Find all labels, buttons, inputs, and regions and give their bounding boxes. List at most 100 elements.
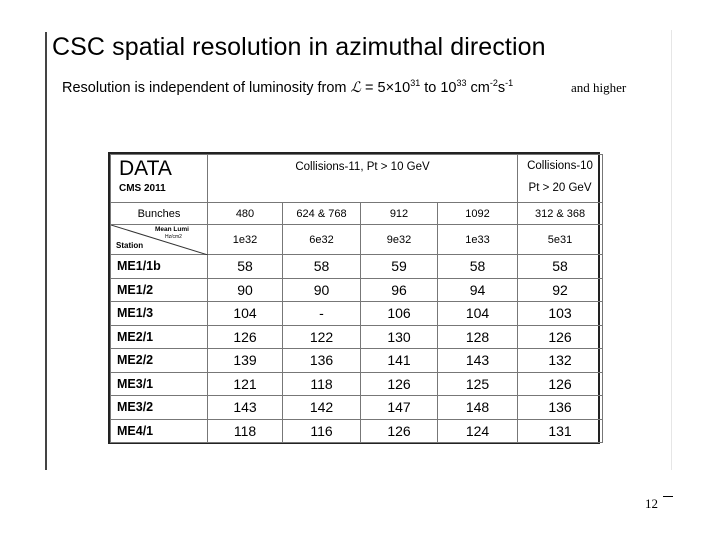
resolution-cell: 131 [517,418,604,443]
mean-lumi-cell: 6e32 [282,224,361,255]
subtitle-to: to 10 [420,80,457,96]
collisions-10-label: Collisions-10 [527,160,593,172]
data-label: DATA [119,157,172,180]
resolution-cell: 136 [282,348,361,373]
resolution-cell: 147 [360,395,438,420]
mean-lumi-cell: 5e31 [517,224,604,255]
table-row: ME2/2 139 136 141 143 132 [110,348,604,373]
resolution-cell: 96 [360,277,438,302]
resolution-cell: 143 [436,348,519,373]
resolution-cell: 90 [282,277,361,302]
table-row: ME1/1b 58 58 59 58 58 [110,254,604,279]
station-name: ME1/1b [110,254,208,279]
table-row: ME4/1 118 116 126 124 131 [110,418,604,443]
station-name: ME2/1 [110,324,208,349]
slide-left-border [45,32,47,470]
resolution-cell: 148 [436,395,519,420]
resolution-cell: 92 [517,277,604,302]
mean-lumi-cell: 1e32 [207,224,283,255]
resolution-cell: 124 [436,418,519,443]
exponent-2: 33 [456,78,467,88]
collisions-10-pt: Pt > 20 GeV [528,182,592,194]
luminosity-symbol: ℒ [350,80,361,96]
resolution-cell: 118 [207,418,283,443]
data-header-cell: DATA CMS 2011 [110,154,208,203]
station-name: ME2/2 [110,348,208,373]
bunches-label: Bunches [110,202,208,225]
resolution-cell: 103 [517,301,604,326]
resolution-cell: 106 [360,301,438,326]
subtitle-units: cm [466,80,490,96]
resolution-cell: 58 [282,254,361,279]
resolution-cell: 126 [360,371,438,396]
resolution-cell: 59 [360,254,438,279]
station-name: ME3/2 [110,395,208,420]
station-lumi-corner-cell: Mean Lumi Hz/cm2 Station [110,224,208,255]
resolution-cell: 126 [207,324,283,349]
table-row: ME3/2 143 142 147 148 136 [110,395,604,420]
resolution-cell: 143 [207,395,283,420]
mean-lumi-cell: 9e32 [360,224,438,255]
mean-lumi-unit: Hz/cm2 [165,234,182,240]
resolution-cell: 126 [360,418,438,443]
resolution-cell: 122 [282,324,361,349]
bunches-row: Bunches 480 624 & 768 912 1092 312 & 368 [110,202,604,225]
resolution-cell: 118 [282,371,361,396]
station-name: ME4/1 [110,418,208,443]
resolution-cell: 126 [517,324,604,349]
resolution-table-image: DATA CMS 2011 Collisions-11, Pt > 10 GeV… [108,152,604,444]
bunches-cell: 480 [207,202,283,225]
resolution-cell: 128 [436,324,519,349]
bunches-cell: 912 [360,202,438,225]
resolution-cell: 139 [207,348,283,373]
subtitle-eq: = 5×10 [361,80,411,96]
station-label: Station [116,241,144,250]
exponent-3: -2 [489,78,498,88]
resolution-cell: 125 [436,371,519,396]
cms-label: CMS 2011 [119,183,166,194]
resolution-cell: 58 [436,254,519,279]
resolution-cell: 141 [360,348,438,373]
mean-lumi-cell: 1e33 [436,224,519,255]
table-row: ME1/3 104 - 106 104 103 [110,301,604,326]
resolution-cell: - [282,301,361,326]
table-row: ME1/2 90 90 96 94 92 [110,277,604,302]
station-name: ME3/1 [110,371,208,396]
exponent-4: -1 [505,78,514,88]
slide-right-border [671,30,672,470]
resolution-cell: 121 [207,371,283,396]
resolution-cell: 104 [436,301,519,326]
bunches-cell: 624 & 768 [282,202,361,225]
station-name: ME1/2 [110,277,208,302]
exponent-1: 31 [410,78,421,88]
diagonal-divider [111,225,208,255]
resolution-cell: 90 [207,277,283,302]
resolution-cell: 130 [360,324,438,349]
table-row: ME2/1 126 122 130 128 126 [110,324,604,349]
station-name: ME1/3 [110,301,208,326]
page-number-rule [663,496,673,497]
resolution-cell: 116 [282,418,361,443]
collisions-10-header: Collisions-10 Pt > 20 GeV [517,154,604,203]
subtitle-units-s: s [497,80,506,96]
subtitle-prefix: Resolution is independent of luminosity … [62,80,351,96]
mean-lumi-label: Mean Lumi [155,226,189,233]
resolution-cell: 58 [517,254,604,279]
resolution-cell: 132 [517,348,604,373]
resolution-cell: 94 [436,277,519,302]
bunches-cell: 1092 [436,202,519,225]
page-number: 12 [645,496,658,511]
bunches-cell: 312 & 368 [517,202,604,225]
slide-title: CSC spatial resolution in azimuthal dire… [52,33,546,61]
resolution-cell: 104 [207,301,283,326]
table-header-row: DATA CMS 2011 Collisions-11, Pt > 10 GeV… [110,154,604,203]
slide-subtitle: Resolution is independent of luminosity … [62,78,513,96]
resolution-cell: 126 [517,371,604,396]
mean-lumi-row: Mean Lumi Hz/cm2 Station 1e32 6e32 9e32 … [110,224,604,255]
resolution-cell: 142 [282,395,361,420]
resolution-cell: 136 [517,395,604,420]
table-row: ME3/1 121 118 126 125 126 [110,371,604,396]
and-higher-note: and higher [571,80,627,95]
resolution-cell: 58 [207,254,283,279]
resolution-table: DATA CMS 2011 Collisions-11, Pt > 10 GeV… [110,154,604,443]
